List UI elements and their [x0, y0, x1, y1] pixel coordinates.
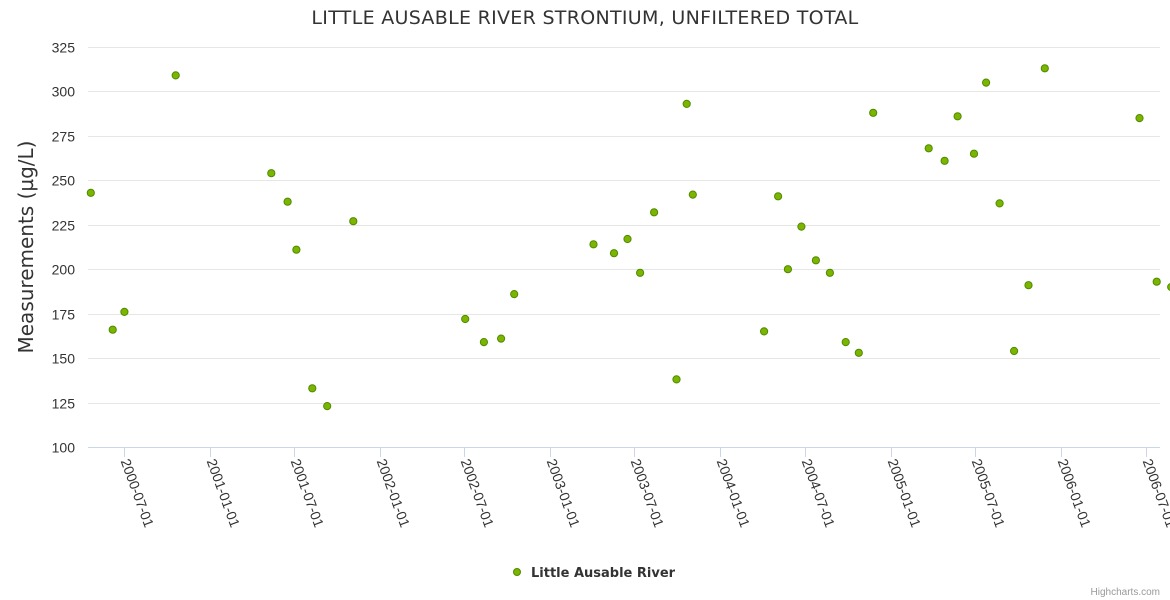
data-point[interactable] [1152, 277, 1161, 286]
data-point[interactable] [497, 334, 506, 343]
data-point[interactable] [589, 240, 598, 249]
data-point[interactable] [811, 256, 821, 265]
data-point[interactable] [292, 245, 301, 254]
y-tick-label: 325 [52, 40, 76, 56]
data-point[interactable] [283, 197, 292, 206]
data-point[interactable] [688, 190, 697, 199]
data-point[interactable] [825, 268, 835, 277]
data-point[interactable] [1040, 64, 1049, 73]
credits[interactable]: Highcharts.com [1091, 587, 1160, 598]
data-point[interactable] [108, 325, 117, 334]
legend-label[interactable]: Little Ausable River [531, 566, 676, 581]
data-point[interactable] [869, 108, 878, 117]
data-point[interactable] [650, 208, 659, 217]
legend-marker[interactable] [513, 568, 521, 576]
y-tick-label: 200 [52, 262, 76, 278]
data-point[interactable] [969, 149, 979, 158]
data-point[interactable] [623, 234, 632, 244]
y-tick-label: 250 [52, 173, 76, 189]
data-point[interactable] [1024, 281, 1033, 290]
data-point[interactable] [854, 348, 863, 357]
y-axis: 100 125 150 175 200 225 250 275 300 325 [52, 40, 76, 456]
data-point[interactable] [86, 188, 95, 197]
data-point[interactable] [1135, 114, 1144, 123]
data-point[interactable] [349, 217, 358, 226]
legend[interactable]: Little Ausable River [513, 566, 676, 581]
data-point[interactable] [267, 169, 276, 178]
data-point[interactable] [995, 199, 1004, 208]
data-point[interactable] [171, 71, 180, 80]
data-point[interactable] [636, 268, 645, 277]
y-tick-label: 275 [52, 129, 76, 145]
y-tick-label: 150 [52, 351, 76, 367]
data-point[interactable] [1167, 283, 1170, 291]
y-tick-label: 125 [52, 396, 76, 412]
data-point[interactable] [308, 384, 317, 393]
data-point[interactable] [461, 314, 470, 324]
data-point[interactable] [1010, 346, 1019, 356]
y-axis-label: Measurements (µg/L) [14, 141, 38, 354]
series-points[interactable] [86, 64, 1170, 411]
data-point[interactable] [924, 144, 933, 153]
y-tick-label: 225 [52, 218, 76, 234]
data-point[interactable] [510, 290, 519, 299]
y-tick-label: 175 [52, 307, 76, 323]
chart-title: LITTLE AUSABLE RIVER STRONTIUM, UNFILTER… [311, 7, 858, 29]
data-point[interactable] [120, 307, 129, 316]
data-point[interactable] [682, 99, 691, 109]
y-tick-label: 300 [52, 84, 76, 100]
data-point[interactable] [760, 327, 769, 336]
grid-lines [88, 47, 1160, 448]
data-point[interactable] [672, 375, 681, 384]
data-point[interactable] [982, 78, 991, 87]
data-point[interactable] [774, 192, 783, 201]
data-point[interactable] [323, 402, 332, 411]
y-tick-label: 100 [52, 440, 76, 456]
data-point[interactable] [797, 222, 806, 231]
data-point[interactable] [609, 249, 619, 258]
data-point[interactable] [841, 338, 850, 347]
data-point[interactable] [783, 265, 793, 274]
data-point[interactable] [940, 156, 949, 165]
data-point[interactable] [479, 338, 488, 347]
data-point[interactable] [953, 112, 962, 121]
